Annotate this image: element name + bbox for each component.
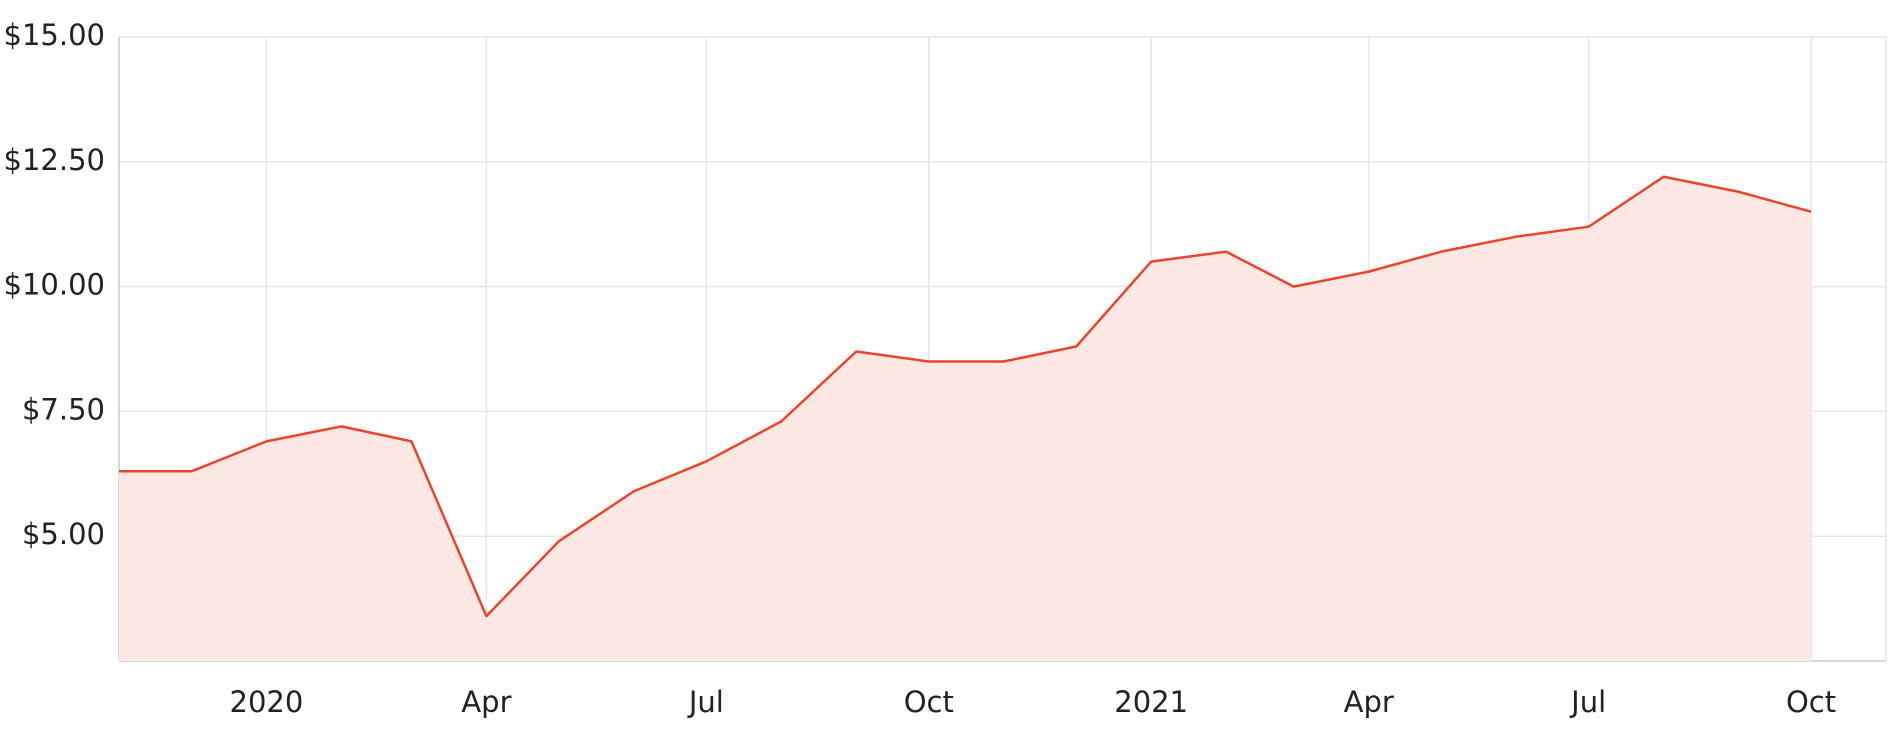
x-tick-label: 2021: [1114, 685, 1188, 719]
y-tick-label: $12.50: [4, 143, 105, 177]
x-tick-label: Jul: [687, 685, 724, 719]
y-tick-label: $5.00: [22, 517, 105, 551]
price-line: [119, 175, 1812, 618]
y-tick-label: $15.00: [4, 18, 105, 52]
x-tick-label: Oct: [1786, 685, 1836, 719]
x-tick-label: Oct: [904, 685, 954, 719]
x-tick-label: Jul: [1569, 685, 1606, 719]
x-tick-label: Apr: [461, 685, 511, 719]
x-tick-label: Apr: [1344, 685, 1394, 719]
x-tick-label: 2020: [230, 685, 304, 719]
y-tick-label: $7.50: [22, 392, 105, 426]
y-tick-label: $10.00: [4, 268, 105, 302]
area-fill: [119, 176, 1812, 661]
